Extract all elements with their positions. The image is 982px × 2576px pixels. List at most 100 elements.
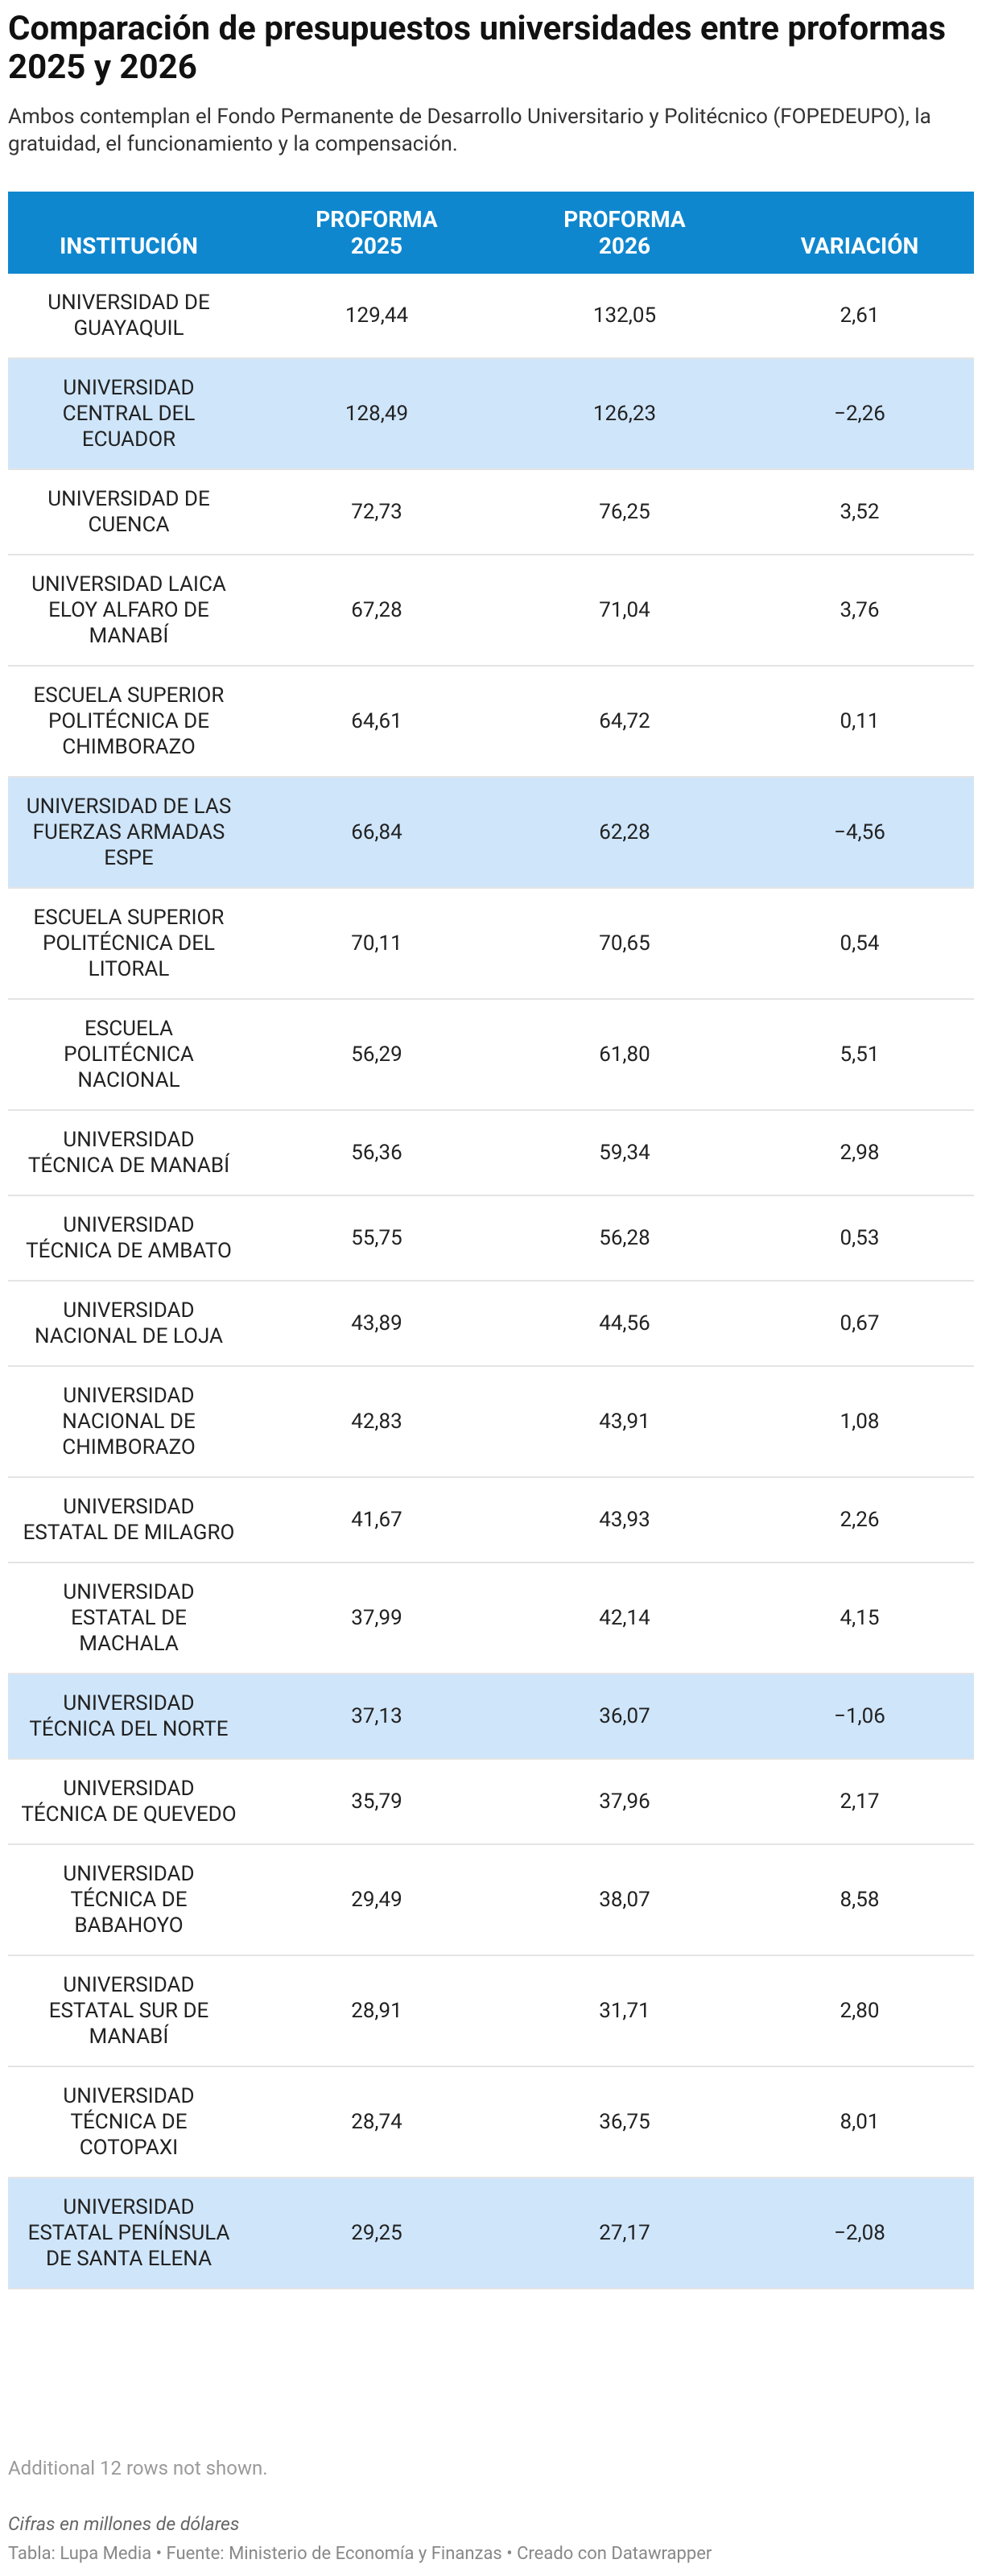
source: Tabla: Lupa Media • Fuente: Ministerio d… <box>8 2544 712 2564</box>
value-cell: 59,34 <box>504 1110 745 1196</box>
value-cell: 64,72 <box>504 666 745 778</box>
institution-cell: UNIVERSIDAD ESTATAL PENÍNSULA DE SANTA E… <box>8 2178 250 2289</box>
institution-cell: UNIVERSIDAD TÉCNICA DE AMBATO <box>8 1195 250 1282</box>
value-cell: −4,56 <box>745 777 974 889</box>
value-cell: 2,26 <box>745 1477 974 1563</box>
institution-cell: UNIVERSIDAD TÉCNICA DE BABAHOYO <box>8 1844 250 1956</box>
value-cell: 8,58 <box>745 1844 974 1956</box>
institution-cell: UNIVERSIDAD LAICA ELOY ALFARO DE MANABÍ <box>8 555 250 667</box>
table-row: ESCUELA POLITÉCNICA NACIONAL 56,29 61,80 5,… <box>8 999 974 1111</box>
table-row: UNIVERSIDAD ESTATAL DE MACHALA 37,99 42,14… <box>8 1563 974 1674</box>
value-cell: 3,52 <box>745 469 974 555</box>
value-cell: 42,14 <box>504 1563 745 1674</box>
column-header: PROFORMA 2026 <box>504 192 745 274</box>
value-cell: 43,93 <box>504 1477 745 1563</box>
value-cell: −1,06 <box>745 1674 974 1760</box>
table-row: ESCUELA SUPERIOR POLITÉCNICA DEL LITORAL… <box>8 888 974 1000</box>
value-cell: −2,26 <box>745 358 974 470</box>
value-cell: 128,49 <box>250 358 504 470</box>
value-cell: 2,61 <box>745 274 974 359</box>
value-cell: 37,99 <box>250 1563 504 1674</box>
value-cell: 41,67 <box>250 1477 504 1563</box>
value-cell: 132,05 <box>504 274 745 359</box>
table-row: UNIVERSIDAD TÉCNICA DEL NORTE 37,13 36,07−… <box>8 1674 974 1760</box>
column-header-text: VARIACIÓN <box>800 233 919 259</box>
institution-cell: UNIVERSIDAD ESTATAL DE MACHALA <box>8 1563 250 1674</box>
value-cell: 8,01 <box>745 2066 974 2178</box>
institution-cell: UNIVERSIDAD TÉCNICA DEL NORTE <box>8 1674 250 1760</box>
institution-cell: UNIVERSIDAD NACIONAL DE CHIMBORAZO <box>8 1366 250 1478</box>
institution-cell: UNIVERSIDAD ESTATAL DE MILAGRO <box>8 1477 250 1563</box>
table-row: UNIVERSIDAD TÉCNICA DE BABAHOYO 29,49 38,0… <box>8 1844 974 1956</box>
value-cell: 0,53 <box>745 1195 974 1282</box>
institution-cell: UNIVERSIDAD DE GUAYAQUIL <box>8 274 250 359</box>
more-rows-note: Additional 12 rows not shown. <box>8 2457 268 2479</box>
table-row: UNIVERSIDAD TÉCNICA DE QUEVEDO 35,79 37,96… <box>8 1759 974 1845</box>
value-cell: 31,71 <box>504 1955 745 2067</box>
value-cell: 61,80 <box>504 999 745 1111</box>
value-cell: 56,36 <box>250 1110 504 1196</box>
table-row: UNIVERSIDAD ESTATAL SUR DE MANABÍ 28,91 31… <box>8 1955 974 2067</box>
value-cell: 56,28 <box>504 1195 745 1282</box>
value-cell: −2,08 <box>745 2178 974 2289</box>
value-cell: 35,79 <box>250 1759 504 1845</box>
value-cell: 67,28 <box>250 555 504 667</box>
value-cell: 2,80 <box>745 1955 974 2067</box>
value-cell: 42,83 <box>250 1366 504 1478</box>
institution-cell: UNIVERSIDAD CENTRAL DEL ECUADOR <box>8 358 250 470</box>
institution-cell: UNIVERSIDAD TÉCNICA DE QUEVEDO <box>8 1759 250 1845</box>
value-cell: 44,56 <box>504 1281 745 1367</box>
value-cell: 37,96 <box>504 1759 745 1845</box>
table-row: UNIVERSIDAD DE CUENCA 72,73 76,25 3,52 <box>8 469 974 555</box>
column-header-text: PROFORMA 2025 <box>316 206 438 259</box>
institution-cell: UNIVERSIDAD ESTATAL SUR DE MANABÍ <box>8 1955 250 2067</box>
value-cell: 0,67 <box>745 1281 974 1367</box>
column-header: VARIACIÓN <box>745 192 974 274</box>
value-cell: 36,07 <box>504 1674 745 1760</box>
footnote: Cifras en millones de dólares <box>8 2513 240 2535</box>
institution-cell: UNIVERSIDAD TÉCNICA DE MANABÍ <box>8 1110 250 1196</box>
value-cell: 43,89 <box>250 1281 504 1367</box>
value-cell: 66,84 <box>250 777 504 889</box>
data-table: INSTITUCIÓN PROFORMA 2025 PROFORMA 2026 VAR… <box>8 192 974 2289</box>
value-cell: 5,51 <box>745 999 974 1111</box>
value-cell: 55,75 <box>250 1195 504 1282</box>
value-cell: 43,91 <box>504 1366 745 1478</box>
value-cell: 27,17 <box>504 2178 745 2289</box>
value-cell: 2,98 <box>745 1110 974 1196</box>
institution-cell: ESCUELA POLITÉCNICA NACIONAL <box>8 999 250 1111</box>
value-cell: 62,28 <box>504 777 745 889</box>
value-cell: 2,17 <box>745 1759 974 1845</box>
subtitle: Ambos contemplan el Fondo Permanente de … <box>8 105 931 156</box>
column-header: INSTITUCIÓN <box>8 192 250 274</box>
value-cell: 72,73 <box>250 469 504 555</box>
table-row: UNIVERSIDAD LAICA ELOY ALFARO DE MANABÍ 6… <box>8 555 974 667</box>
title: Comparación de presupuestos universidade… <box>8 9 947 87</box>
institution-cell: UNIVERSIDAD DE CUENCA <box>8 469 250 555</box>
table-row: UNIVERSIDAD NACIONAL DE CHIMBORAZO 42,83 4… <box>8 1366 974 1478</box>
value-cell: 0,54 <box>745 888 974 1000</box>
value-cell: 64,61 <box>250 666 504 778</box>
table-row: UNIVERSIDAD NACIONAL DE LOJA 43,89 44,56 0,… <box>8 1281 974 1367</box>
value-cell: 56,29 <box>250 999 504 1111</box>
table-row: ESCUELA SUPERIOR POLITÉCNICA DE CHIMBORA… <box>8 666 974 778</box>
table-row: UNIVERSIDAD ESTATAL PENÍNSULA DE SANTA E… <box>8 2178 974 2289</box>
institution-cell: UNIVERSIDAD TÉCNICA DE COTOPAXI <box>8 2066 250 2178</box>
table-row: UNIVERSIDAD TÉCNICA DE COTOPAXI 28,74 36,7… <box>8 2066 974 2178</box>
table-row: UNIVERSIDAD TÉCNICA DE AMBATO 55,75 56,28 0… <box>8 1195 974 1282</box>
table-row: UNIVERSIDAD ESTATAL DE MILAGRO 41,67 43,93… <box>8 1477 974 1563</box>
value-cell: 129,44 <box>250 274 504 359</box>
table-row: UNIVERSIDAD TÉCNICA DE MANABÍ 56,36 59,34 2… <box>8 1110 974 1196</box>
value-cell: 37,13 <box>250 1674 504 1760</box>
value-cell: 70,65 <box>504 888 745 1000</box>
header-row: INSTITUCIÓN PROFORMA 2025 PROFORMA 2026 VAR… <box>8 192 974 274</box>
value-cell: 36,75 <box>504 2066 745 2178</box>
value-cell: 1,08 <box>745 1366 974 1478</box>
table-body: UNIVERSIDAD DE GUAYAQUIL 129,44 132,05 2,61… <box>8 274 974 2289</box>
value-cell: 29,49 <box>250 1844 504 1956</box>
table-row: UNIVERSIDAD DE LAS FUERZAS ARMADAS ESPE 6… <box>8 777 974 889</box>
institution-cell: UNIVERSIDAD DE LAS FUERZAS ARMADAS ESPE <box>8 777 250 889</box>
column-header-text: PROFORMA 2026 <box>563 206 686 259</box>
value-cell: 38,07 <box>504 1844 745 1956</box>
